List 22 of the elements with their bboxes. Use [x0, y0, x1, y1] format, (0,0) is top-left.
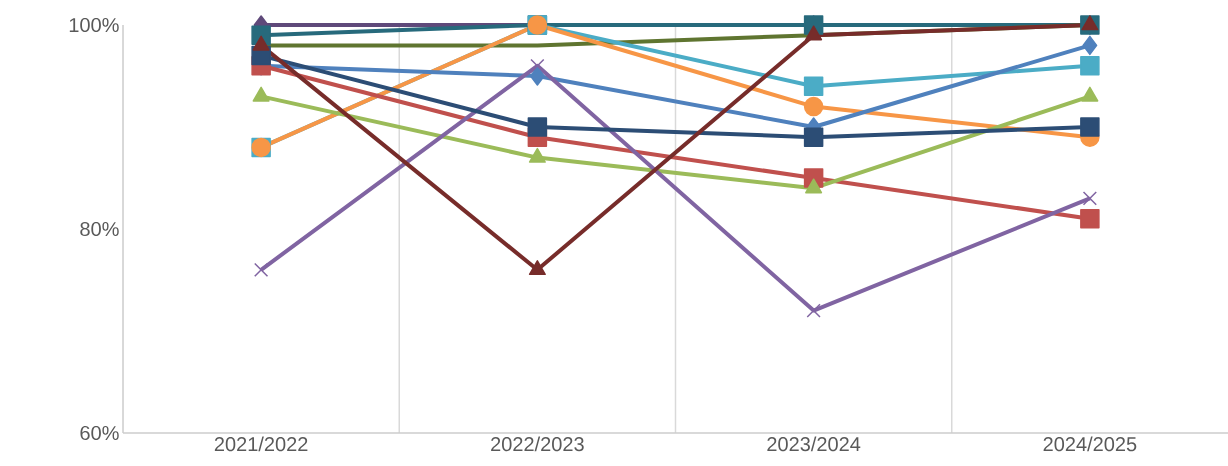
y-tick-label: 60%: [80, 425, 119, 441]
point: [806, 303, 821, 318]
point: [1080, 56, 1100, 76]
point: [530, 58, 545, 73]
point: [803, 96, 824, 117]
point: [803, 127, 824, 147]
point: [1080, 209, 1100, 229]
point: [527, 117, 548, 137]
point: [803, 76, 824, 96]
point: [1080, 117, 1100, 137]
x-tick-label: 2022/2023: [491, 436, 584, 452]
point: [805, 178, 823, 194]
x-tick-label: 2023/2024: [767, 436, 861, 452]
point: [528, 260, 546, 276]
point: [1082, 35, 1098, 56]
y-tick-label: 80%: [80, 221, 119, 237]
point: [1082, 191, 1097, 206]
point: [254, 262, 269, 277]
x-tick-label: 2024/2025: [1043, 436, 1137, 452]
y-tick-label: 100%: [69, 17, 119, 33]
point: [529, 66, 545, 86]
x-tick-label: 2021/2022: [214, 436, 308, 452]
